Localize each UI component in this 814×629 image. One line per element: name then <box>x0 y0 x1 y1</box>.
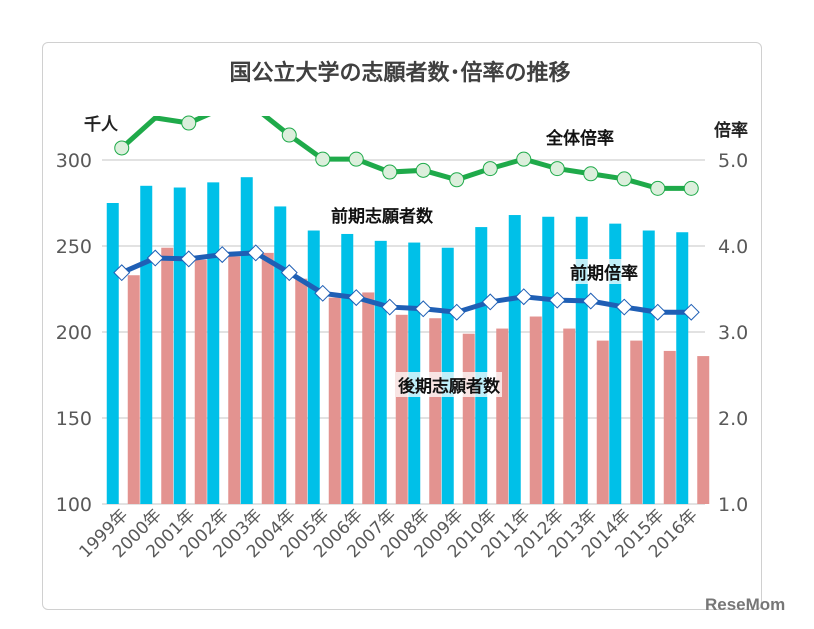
marker-zenki-ratio <box>448 303 466 321</box>
series-label-zenki-ratio: 前期倍率 <box>568 259 640 284</box>
marker-overall-ratio <box>449 172 465 188</box>
marker-zenki-ratio <box>515 288 533 306</box>
marker-zenki-ratio <box>347 289 365 307</box>
bar-koki-applicants <box>194 259 207 504</box>
y-right-tick-label: 2.0 <box>718 408 748 430</box>
marker-zenki-ratio <box>381 298 399 316</box>
y-right-tick-label: 1.0 <box>718 494 748 516</box>
chart-frame <box>42 42 762 610</box>
bar-koki-applicants <box>161 247 174 504</box>
marker-overall-ratio <box>348 151 364 167</box>
bar-zenki-applicants <box>274 206 287 504</box>
bar-koki-applicants <box>127 275 140 504</box>
bar-koki-applicants <box>362 292 375 504</box>
marker-overall-ratio <box>482 161 498 177</box>
marker-overall-ratio <box>583 166 599 182</box>
marker-zenki-ratio <box>280 264 298 282</box>
bar-koki-applicants <box>697 356 710 504</box>
bar-zenki-applicants <box>341 233 354 504</box>
y-right-axis-label: 倍率 <box>714 120 748 141</box>
bar-zenki-applicants <box>542 216 555 504</box>
bar-koki-applicants <box>596 340 609 504</box>
marker-zenki-ratio <box>180 250 198 268</box>
marker-zenki-ratio <box>414 300 432 318</box>
bar-zenki-applicants <box>140 185 153 505</box>
y-left-axis-label: 千人 <box>84 115 119 135</box>
marker-overall-ratio <box>616 171 632 187</box>
bar-koki-applicants <box>328 297 341 504</box>
marker-overall-ratio <box>281 127 297 143</box>
bar-koki-applicants <box>496 328 509 504</box>
marker-zenki-ratio <box>548 291 566 309</box>
y-right-tick-label: 5.0 <box>718 150 748 172</box>
bar-zenki-applicants <box>307 230 320 504</box>
bar-koki-applicants <box>429 318 442 504</box>
bar-koki-applicants <box>462 333 475 504</box>
marker-zenki-ratio <box>213 246 231 264</box>
marker-overall-ratio <box>315 151 331 167</box>
bar-zenki-applicants <box>475 227 488 504</box>
y-right-tick-label: 4.0 <box>718 236 748 258</box>
marker-overall-ratio <box>650 180 666 196</box>
bar-zenki-applicants <box>676 232 689 505</box>
bar-koki-applicants <box>663 350 676 504</box>
bar-koki-applicants <box>261 252 274 504</box>
y-left-tick-label: 100 <box>56 494 92 516</box>
marker-zenki-ratio <box>314 284 332 302</box>
y-right-tick-label: 3.0 <box>718 322 748 344</box>
marker-zenki-ratio <box>582 292 600 310</box>
bar-zenki-applicants <box>508 215 521 505</box>
marker-overall-ratio <box>549 161 565 177</box>
series-label-zenki-applicants: 前期志願者数 <box>329 202 435 227</box>
bar-koki-applicants <box>563 328 576 504</box>
bar-zenki-applicants <box>106 203 119 504</box>
y-left-tick-label: 150 <box>56 408 92 430</box>
marker-overall-ratio <box>516 151 532 167</box>
bar-koki-applicants <box>630 340 643 504</box>
bar-koki-applicants <box>529 316 542 504</box>
marker-overall-ratio <box>382 164 398 180</box>
marker-overall-ratio <box>181 115 197 131</box>
bar-zenki-applicants <box>609 223 622 504</box>
bar-zenki-applicants <box>575 216 588 504</box>
series-label-overall-ratio: 全体倍率 <box>544 124 616 149</box>
marker-zenki-ratio <box>615 298 633 316</box>
marker-zenki-ratio <box>481 293 499 311</box>
marker-zenki-ratio <box>682 303 700 321</box>
y-left-tick-label: 200 <box>56 322 92 344</box>
series-label-koki-applicants: 後期志願者数 <box>396 372 502 397</box>
marker-overall-ratio <box>683 180 699 196</box>
y-left-tick-label: 250 <box>56 236 92 258</box>
marker-zenki-ratio <box>247 244 265 262</box>
bar-zenki-applicants <box>240 177 253 504</box>
marker-overall-ratio <box>415 162 431 178</box>
chart-title: 国公立大学の志願者数･倍率の推移 <box>229 60 570 86</box>
marker-zenki-ratio <box>649 303 667 321</box>
bar-zenki-applicants <box>173 187 186 504</box>
bar-koki-applicants <box>295 278 308 504</box>
marker-zenki-ratio <box>113 264 131 282</box>
y-left-tick-label: 300 <box>56 150 92 172</box>
bar-zenki-applicants <box>374 240 387 504</box>
marker-zenki-ratio <box>146 249 164 267</box>
logo: ReseMom <box>705 595 786 614</box>
bar-koki-applicants <box>395 314 408 504</box>
bar-zenki-applicants <box>642 230 655 504</box>
bar-koki-applicants <box>228 256 241 504</box>
bar-zenki-applicants <box>207 182 220 505</box>
marker-overall-ratio <box>114 140 130 156</box>
